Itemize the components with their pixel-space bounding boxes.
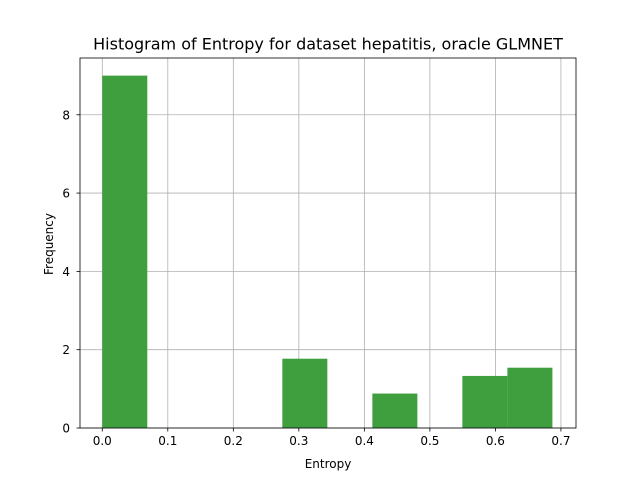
histogram-bar <box>372 393 418 428</box>
y-axis-label: Frequency <box>42 213 56 275</box>
histogram-bar <box>507 367 553 428</box>
y-tick-label: 0 <box>62 422 70 436</box>
x-axis-label: Entropy <box>305 457 352 471</box>
x-tick-label: 0.2 <box>224 434 243 448</box>
y-tick-label: 2 <box>62 343 70 357</box>
x-tick-label: 0.7 <box>551 434 570 448</box>
x-tick-label: 0.4 <box>355 434 374 448</box>
x-tick-label: 0.5 <box>420 434 439 448</box>
plot-frame <box>79 57 577 429</box>
histogram-bar <box>462 375 508 428</box>
y-tick-label: 4 <box>62 265 70 279</box>
bars <box>102 75 553 428</box>
y-tick-label: 6 <box>62 187 70 201</box>
y-tick-label: 8 <box>62 108 70 122</box>
chart-title: Histogram of Entropy for dataset hepatit… <box>93 35 563 54</box>
x-tick-label: 0.1 <box>158 434 177 448</box>
histogram-bar <box>282 358 328 428</box>
x-tick-label: 0.6 <box>486 434 505 448</box>
x-tick-label: 0.3 <box>289 434 308 448</box>
x-tick-label: 0.0 <box>93 434 112 448</box>
ticks: 0.0 0.1 0.2 0.3 0.4 0.5 0.6 0.7 0 2 4 6 8 <box>62 108 570 448</box>
histogram-bar <box>102 75 148 428</box>
